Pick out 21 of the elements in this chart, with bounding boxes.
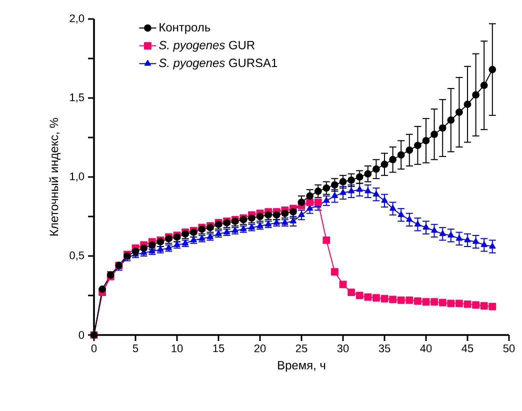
x-tick-label: 25 [296, 344, 308, 352]
x-tick-label: 50 [503, 344, 515, 352]
x-tick-label: 5 [132, 344, 138, 352]
x-tick-label: 35 [378, 344, 390, 352]
x-tick-label: 20 [254, 344, 266, 352]
legend-label: S. pyogenes GUR [159, 40, 254, 52]
legend-label: S. pyogenes GURSA1 [159, 58, 278, 70]
x-tick-label: 40 [420, 344, 432, 352]
x-axis-title: Время, ч [278, 361, 326, 372]
x-tick-label: 0 [91, 344, 97, 352]
y-tick-label: 1,0 [70, 172, 84, 182]
x-tick-label: 15 [213, 344, 224, 352]
x-tick-label: 10 [172, 344, 183, 352]
x-tick-label: 30 [337, 344, 349, 352]
x-tick-label: 45 [462, 344, 474, 352]
y-axis-title: Клеточный индекс, % [49, 118, 60, 236]
y-tick-label: 0,5 [70, 251, 84, 261]
legend-label: Контроль [160, 23, 210, 34]
y-tick-label: 0 [78, 331, 84, 339]
y-tick-label: 1,5 [70, 94, 84, 102]
y-tick-label: 2,0 [70, 14, 84, 24]
